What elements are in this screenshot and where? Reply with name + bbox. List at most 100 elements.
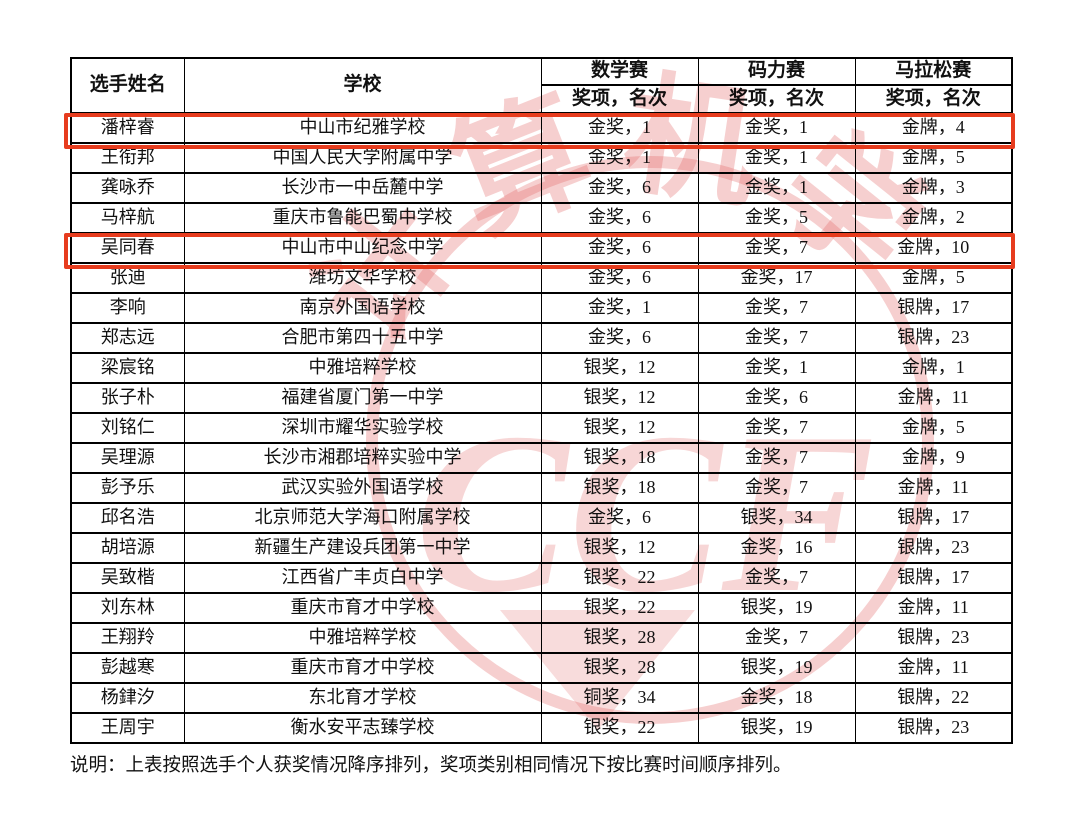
cell-math: 银奖，12 <box>540 532 699 564</box>
cell-math: 银奖，28 <box>540 652 699 684</box>
cell-coding: 金奖，1 <box>697 352 856 384</box>
cell-school: 新疆生产建设兵团第一中学 <box>183 532 542 564</box>
cell-math: 银奖，22 <box>540 562 699 594</box>
cell-school: 福建省厦门第一中学 <box>183 382 542 414</box>
subheader-award-rank-math: 奖项，名次 <box>540 84 699 114</box>
cell-marathon: 银牌，23 <box>854 532 1013 564</box>
cell-marathon: 金牌，5 <box>854 142 1013 174</box>
cell-name: 刘铭仁 <box>70 412 185 444</box>
cell-math: 银奖，18 <box>540 472 699 504</box>
cell-math: 银奖，22 <box>540 592 699 624</box>
cell-coding: 金奖，7 <box>697 412 856 444</box>
cell-name: 潘梓睿 <box>70 112 185 144</box>
table-row: 吴同春 中山市中山纪念中学 金奖，6 金奖，7 金牌，10 <box>70 232 1013 264</box>
results-table: 选手姓名 学校 数学赛 码力赛 马拉松赛 奖项，名次 奖项，名次 奖项，名次 潘… <box>70 57 1013 744</box>
cell-marathon: 金牌，4 <box>854 112 1013 144</box>
cell-school: 长沙市一中岳麓中学 <box>183 172 542 204</box>
cell-math: 银奖，28 <box>540 622 699 654</box>
table-row: 彭予乐 武汉实验外国语学校 银奖，18 金奖，7 金牌，11 <box>70 472 1013 504</box>
cell-school: 武汉实验外国语学校 <box>183 472 542 504</box>
cell-marathon: 银牌，17 <box>854 502 1013 534</box>
cell-school: 潍坊文华学校 <box>183 262 542 294</box>
cell-school: 江西省广丰贞白中学 <box>183 562 542 594</box>
cell-name: 张子朴 <box>70 382 185 414</box>
cell-coding: 金奖，6 <box>697 382 856 414</box>
cell-school: 中雅培粹学校 <box>183 622 542 654</box>
table-row: 吴理源 长沙市湘郡培粹实验中学 银奖，18 金奖，7 金牌，9 <box>70 442 1013 474</box>
table-row: 郑志远 合肥市第四十五中学 金奖，6 金奖，7 银牌，23 <box>70 322 1013 354</box>
header-contest-coding: 码力赛 <box>697 57 856 86</box>
header-contest-math: 数学赛 <box>540 57 699 86</box>
cell-math: 金奖，6 <box>540 262 699 294</box>
cell-school: 中国人民大学附属中学 <box>183 142 542 174</box>
cell-marathon: 金牌，1 <box>854 352 1013 384</box>
table-row: 龚咏乔 长沙市一中岳麓中学 金奖，6 金奖，1 金牌，3 <box>70 172 1013 204</box>
cell-coding: 金奖，7 <box>697 562 856 594</box>
table-row: 胡培源 新疆生产建设兵团第一中学 银奖，12 金奖，16 银牌，23 <box>70 532 1013 564</box>
cell-name: 郑志远 <box>70 322 185 354</box>
subheader-award-rank-marathon: 奖项，名次 <box>854 84 1013 114</box>
cell-marathon: 金牌，11 <box>854 382 1013 414</box>
cell-coding: 金奖，5 <box>697 202 856 234</box>
cell-math: 金奖，6 <box>540 172 699 204</box>
table-row: 彭越寒 重庆市育才中学校 银奖，28 银奖，19 金牌，11 <box>70 652 1013 684</box>
header-player-name: 选手姓名 <box>70 57 185 114</box>
cell-math: 金奖，1 <box>540 292 699 324</box>
cell-name: 龚咏乔 <box>70 172 185 204</box>
table-row: 吴致楷 江西省广丰贞白中学 银奖，22 金奖，7 银牌，17 <box>70 562 1013 594</box>
cell-marathon: 银牌，17 <box>854 562 1013 594</box>
cell-name: 梁宸铭 <box>70 352 185 384</box>
table-row: 杨銉汐 东北育才学校 铜奖，34 金奖，18 银牌，22 <box>70 682 1013 714</box>
table-row: 王衔邦 中国人民大学附属中学 金奖，1 金奖，1 金牌，5 <box>70 142 1013 174</box>
table-row: 李响 南京外国语学校 金奖，1 金奖，7 银牌，17 <box>70 292 1013 324</box>
cell-school: 长沙市湘郡培粹实验中学 <box>183 442 542 474</box>
cell-marathon: 金牌，9 <box>854 442 1013 474</box>
cell-math: 金奖，6 <box>540 502 699 534</box>
table-row: 刘东林 重庆市育才中学校 银奖，22 银奖，19 金牌，11 <box>70 592 1013 624</box>
cell-coding: 银奖，19 <box>697 592 856 624</box>
cell-name: 王衔邦 <box>70 142 185 174</box>
cell-coding: 金奖，7 <box>697 472 856 504</box>
cell-name: 杨銉汐 <box>70 682 185 714</box>
subheader-award-rank-coding: 奖项，名次 <box>697 84 856 114</box>
cell-school: 中山市中山纪念中学 <box>183 232 542 264</box>
cell-marathon: 金牌，3 <box>854 172 1013 204</box>
cell-name: 彭越寒 <box>70 652 185 684</box>
cell-math: 银奖，18 <box>540 442 699 474</box>
table-row: 马梓航 重庆市鲁能巴蜀中学校 金奖，6 金奖，5 金牌，2 <box>70 202 1013 234</box>
cell-math: 银奖，12 <box>540 352 699 384</box>
cell-school: 南京外国语学校 <box>183 292 542 324</box>
cell-coding: 金奖，1 <box>697 112 856 144</box>
cell-name: 胡培源 <box>70 532 185 564</box>
cell-math: 金奖，6 <box>540 202 699 234</box>
cell-coding: 金奖，16 <box>697 532 856 564</box>
cell-school: 合肥市第四十五中学 <box>183 322 542 354</box>
cell-name: 王周宇 <box>70 712 185 744</box>
header-school: 学校 <box>183 57 542 114</box>
cell-name: 邱名浩 <box>70 502 185 534</box>
cell-marathon: 银牌，23 <box>854 712 1013 744</box>
cell-marathon: 金牌，10 <box>854 232 1013 264</box>
cell-marathon: 银牌，17 <box>854 292 1013 324</box>
cell-marathon: 银牌，23 <box>854 322 1013 354</box>
cell-name: 王翔羚 <box>70 622 185 654</box>
cell-school: 东北育才学校 <box>183 682 542 714</box>
footnote: 说明：上表按照选手个人获奖情况降序排列，奖项类别相同情况下按比赛时间顺序排列。 <box>70 756 792 776</box>
cell-marathon: 金牌，11 <box>854 592 1013 624</box>
cell-name: 李响 <box>70 292 185 324</box>
cell-marathon: 银牌，23 <box>854 622 1013 654</box>
cell-coding: 金奖，7 <box>697 292 856 324</box>
cell-marathon: 金牌，2 <box>854 202 1013 234</box>
cell-math: 金奖，1 <box>540 112 699 144</box>
cell-school: 中雅培粹学校 <box>183 352 542 384</box>
cell-school: 重庆市鲁能巴蜀中学校 <box>183 202 542 234</box>
cell-marathon: 银牌，22 <box>854 682 1013 714</box>
cell-name: 马梓航 <box>70 202 185 234</box>
table-row: 张子朴 福建省厦门第一中学 银奖，12 金奖，6 金牌，11 <box>70 382 1013 414</box>
cell-math: 银奖，12 <box>540 382 699 414</box>
cell-school: 衡水安平志臻学校 <box>183 712 542 744</box>
table-row: 潘梓睿 中山市纪雅学校 金奖，1 金奖，1 金牌，4 <box>70 112 1013 144</box>
cell-math: 银奖，22 <box>540 712 699 744</box>
cell-coding: 金奖，7 <box>697 232 856 264</box>
cell-coding: 金奖，1 <box>697 142 856 174</box>
